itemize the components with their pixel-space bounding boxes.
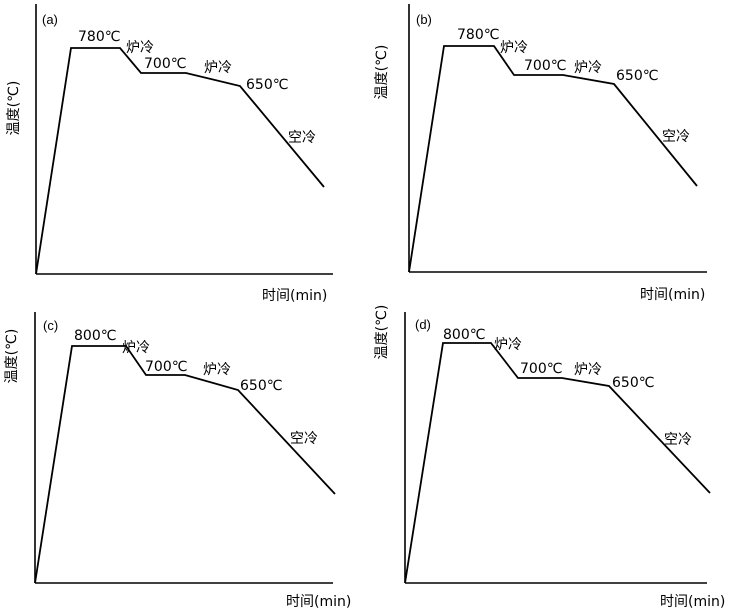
panel-b-end-label: 650℃ [616,68,658,84]
panel-b-temperature-curve [408,45,698,273]
panel-a-cool2-label: 炉冷 [204,60,232,76]
panel-d-end-label: 650℃ [612,375,654,391]
panel-c: (c) 温度(℃) 时间(min) 800℃ 炉冷 700℃ 炉冷 650℃ 空… [4,312,351,609]
panel-d-x-label: 时间(min) [660,594,725,609]
panel-b-cool3-label: 空冷 [662,129,690,145]
panel-a-temperature-curve [35,47,325,275]
panel-c-plateau-label: 700℃ [145,359,187,375]
panel-c-peak-label: 800℃ [74,328,116,344]
panel-d-cool3-label: 空冷 [664,432,692,448]
panel-b-plateau-label: 700℃ [524,58,566,74]
panel-c-cool1-label: 炉冷 [122,340,150,356]
panel-d-y-label: 温度(℃) [374,305,390,360]
panel-d-plateau-label: 700℃ [520,361,562,377]
panel-a-cool3-label: 空冷 [288,130,316,146]
panel-d-cool2-label: 炉冷 [574,362,602,378]
panel-c-tag: (c) [43,318,58,333]
panel-b-cool2-label: 炉冷 [574,60,602,76]
panel-c-x-label: 时间(min) [286,594,351,609]
panel-a-x-label: 时间(min) [262,288,327,304]
panel-d: (d) 温度(℃) 时间(min) 800℃ 炉冷 700℃ 炉冷 650℃ 空… [374,305,725,609]
panel-c-y-label: 温度(℃) [4,329,20,384]
panel-d-cool1-label: 炉冷 [494,337,522,353]
panel-a-tag: (a) [42,12,58,27]
panel-b-y-label: 温度(℃) [374,45,390,100]
panel-c-end-label: 650℃ [240,378,282,394]
panel-b-cool1-label: 炉冷 [500,40,528,56]
panel-d-tag: (d) [415,317,431,332]
panel-a: (a) 温度(℃) 时间(min) 780℃ 炉冷 700℃ 炉冷 650℃ 空… [6,4,333,304]
panel-b: (b) 温度(℃) 时间(min) 780℃ 炉冷 700℃ 炉冷 650℃ 空… [374,4,707,303]
panel-d-peak-label: 800℃ [443,327,485,343]
panel-a-y-label: 温度(℃) [6,81,22,136]
panel-b-tag: (b) [416,12,432,27]
panel-a-end-label: 650℃ [246,77,288,93]
panel-c-cool2-label: 炉冷 [203,362,231,378]
panel-d-temperature-curve [404,342,711,584]
panel-c-temperature-curve [34,345,336,584]
panel-c-cool3-label: 空冷 [290,431,318,447]
panel-b-x-label: 时间(min) [640,287,705,303]
panel-a-plateau-label: 700℃ [144,56,186,72]
panel-a-peak-label: 780℃ [78,29,120,45]
panel-b-peak-label: 780℃ [457,27,499,43]
panel-a-cool1-label: 炉冷 [126,40,154,56]
